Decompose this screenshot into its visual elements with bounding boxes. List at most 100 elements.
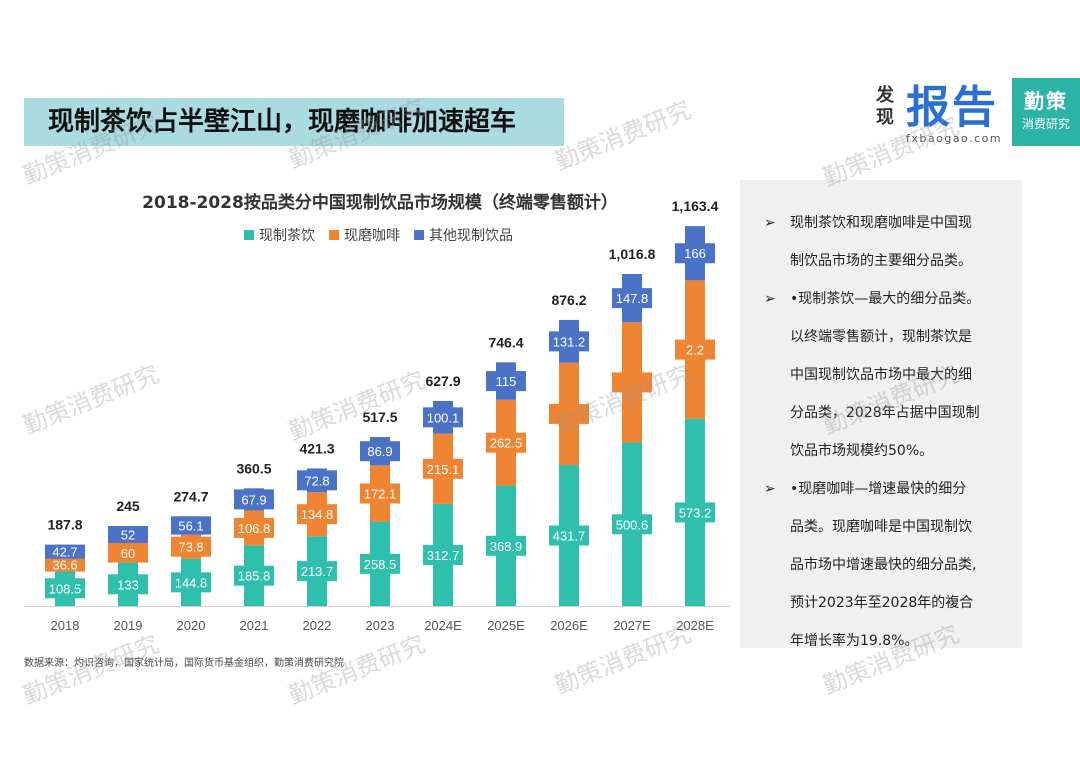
legend-swatch-other: [414, 230, 424, 240]
bar-label-bg-other-2018: [45, 544, 85, 559]
bar-label-bg-tea-2028E: [675, 502, 715, 523]
value-label-other-2020: 56.1: [178, 518, 203, 533]
total-label-2020: 274.7: [173, 488, 208, 504]
bullet-line: •现制茶饮—最大的细分品类。: [790, 291, 981, 307]
bar-label-bg-other-2021: [234, 489, 274, 510]
summary-panel: [740, 180, 1022, 648]
bar-label-bg-tea-2018: [45, 578, 85, 599]
bar-label-bg-other-2023: [360, 441, 400, 462]
bar-label-bg-tea-2021: [234, 565, 274, 586]
bar-label-bg-other-2026E: [549, 331, 589, 352]
x-tick-label-2026E: 2026E: [550, 618, 588, 633]
bullet-line: 以终端零售额计，现制茶饮是: [790, 329, 972, 345]
bullet-line: 制饮品市场的主要细分品类。: [790, 253, 972, 269]
value-label-tea-2018: 108.5: [49, 581, 82, 596]
bar-label-bg-tea-2027E: [612, 514, 652, 535]
bullet-text: •现磨咖啡—增速最快的细分 品类。现磨咖啡是中国现制饮 品市场中增速最快的细分品类,…: [790, 470, 1006, 660]
brand-badge: 勤策 消费研究: [1012, 78, 1080, 146]
bar-label-bg-coffee-2025E: [486, 432, 526, 453]
bar-label-bg-coffee-2028E: [675, 339, 715, 360]
value-label-other-2028E: 166: [684, 246, 706, 261]
value-label-tea-2028E: 573.2: [679, 505, 712, 520]
value-label-other-2022: 72.8: [304, 473, 329, 488]
value-label-coffee-2021: 106.8: [238, 521, 271, 536]
legend-item-other: 其他现制饮品: [414, 224, 513, 246]
data-source-note: 数据来源：灼识咨询，国家统计局，国际货币基金组织，勤策消费研究院: [24, 658, 344, 669]
bullet-text: •现制茶饮—最大的细分品类。 以终端零售额计，现制茶饮是 中国现制饮品市场中最大的细…: [790, 280, 1006, 470]
title-banner: [24, 98, 564, 146]
bar-label-bg-other-2028E: [675, 243, 715, 264]
bar-label-bg-coffee-2020: [171, 536, 211, 557]
legend-label-tea: 现制茶饮: [259, 228, 315, 244]
bullet-line: 年增长率为19.8%。: [790, 633, 919, 649]
x-tick-label-2027E: 2027E: [613, 618, 651, 633]
x-tick-label-2025E: 2025E: [487, 618, 525, 633]
value-label-tea-2026E: 431.7: [553, 529, 586, 544]
x-tick-label-2019: 2019: [114, 618, 143, 633]
value-label-other-2021: 67.9: [241, 492, 266, 507]
stacked-bar-chart: 108.5 36.642.7 187.8 2018 133 60 52 245 2019 144.…: [24, 198, 730, 633]
bullet-arrow-icon: ➢: [764, 481, 776, 497]
logo-wordmark: 报告: [906, 82, 998, 133]
bullet-line: 品类。现磨咖啡是中国现制饮: [790, 519, 972, 535]
legend-label-coffee: 现磨咖啡: [344, 228, 400, 244]
bar-label-bg-other-2019: [108, 526, 148, 543]
legend-swatch-tea: [244, 230, 254, 240]
bullet-arrow-icon: ➢: [764, 291, 776, 307]
logo-url: fxbaogao.com: [906, 132, 1003, 145]
total-label-2021: 360.5: [236, 460, 271, 476]
value-label-coffee-2022: 134.8: [301, 507, 334, 522]
value-label-tea-2020: 144.8: [175, 575, 208, 590]
bullet-line: 饮品市场规模约50%。: [790, 443, 934, 459]
bar-label-bg-other-2022: [297, 470, 337, 491]
value-label-other-2024E: 100.1: [427, 410, 460, 425]
bullet-text: 现制茶饮和现磨咖啡是中国现 制饮品市场的主要细分品类。: [790, 204, 1006, 280]
bar-label-bg-other-2025E: [486, 371, 526, 392]
bullet-line: •现磨咖啡—增速最快的细分: [790, 481, 967, 497]
value-label-other-2027E: 147.8: [616, 291, 649, 306]
logo-char-1: 发: [876, 85, 894, 106]
value-label-coffee-2028E: 2.2: [686, 343, 704, 358]
bar-label-bg-tea-2024E: [423, 544, 463, 565]
total-label-2027E: 1,016.8: [609, 246, 656, 262]
value-label-other-2025E: 115: [496, 374, 517, 389]
x-tick-label-2020: 2020: [177, 618, 206, 633]
value-label-other-2018: 42.7: [52, 545, 77, 560]
chart-title: 2018-2028按品类分中国现制饮品市场规模（终端零售额计）: [142, 193, 618, 213]
legend-item-coffee: 现磨咖啡: [329, 224, 400, 246]
value-label-coffee-2020: 73.8: [178, 540, 203, 555]
bullet-line: 预计2023年至2028年的複合: [790, 595, 974, 611]
bar-label-bg-tea-2025E: [486, 535, 526, 556]
x-tick-label-2024E: 2024E: [424, 618, 462, 633]
bar-label-bg-tea-2022: [297, 561, 337, 582]
total-label-2023: 517.5: [362, 409, 397, 425]
value-label-coffee-2019: 60: [121, 546, 135, 561]
value-label-tea-2024E: 312.7: [427, 548, 460, 563]
bar-label-bg-tea-2023: [360, 553, 400, 574]
total-label-2026E: 876.2: [551, 292, 586, 308]
bar-label-bg-tea-2019: [108, 574, 148, 595]
total-label-2024E: 627.9: [425, 373, 460, 389]
legend-label-other: 其他现制饮品: [429, 228, 513, 244]
bar-label-bg-other-2024E: [423, 407, 463, 428]
x-tick-label-2022: 2022: [303, 618, 332, 633]
bar-label-bg-coffee-2022: [297, 504, 337, 525]
bar-label-bg-coffee-2023: [360, 483, 400, 504]
fxbaogao-logo: 发 现 报告 fxbaogao.com: [876, 80, 1006, 150]
bar-label-bg-coffee-2026E: [549, 403, 589, 424]
bullet-line: 现制茶饮和现磨咖啡是中国现: [790, 215, 972, 231]
value-label-tea-2021: 185.8: [238, 569, 271, 584]
bar-label-bg-coffee-2021: [234, 517, 274, 538]
x-tick-label-2023: 2023: [366, 618, 395, 633]
bullet-line: 分品类，2028年占据中国现制: [790, 405, 980, 421]
bullet-line: 中国现制饮品市场中最大的细: [790, 367, 972, 383]
total-label-2018: 187.8: [47, 517, 82, 533]
value-label-tea-2022: 213.7: [301, 564, 334, 579]
bar-label-bg-other-2020: [171, 516, 211, 535]
bar-label-bg-coffee-2019: [108, 542, 148, 563]
x-tick-label-2018: 2018: [51, 618, 80, 633]
bar-label-bg-other-2027E: [612, 288, 652, 309]
value-label-tea-2027E: 500.6: [616, 517, 649, 532]
value-label-coffee-2023: 172.1: [364, 487, 397, 502]
total-label-2025E: 746.4: [488, 334, 523, 350]
